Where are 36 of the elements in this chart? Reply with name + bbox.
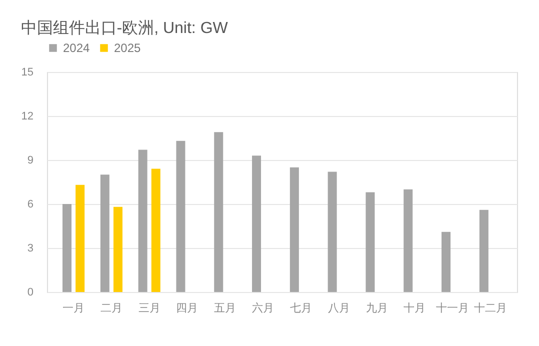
bar (62, 204, 72, 292)
x-tick-label: 三月 (138, 302, 160, 314)
bar (176, 140, 186, 292)
bar (100, 174, 110, 292)
bar (290, 167, 299, 292)
bar (151, 168, 160, 292)
bar (76, 184, 85, 292)
bar (328, 172, 337, 292)
x-tick-label: 八月 (328, 302, 350, 314)
bar (366, 192, 375, 292)
x-tick-label: 十一月 (436, 302, 470, 314)
x-tick-label: 四月 (176, 302, 198, 314)
chart-title: 中国组件出口-欧洲, Unit: GW (20, 19, 229, 37)
x-tick-label: 十月 (404, 302, 426, 314)
bar (442, 232, 451, 292)
legend-label: 2024 (63, 41, 90, 55)
y-tick-label: 9 (27, 154, 34, 166)
x-tick-label: 十二月 (474, 302, 507, 314)
bar (113, 206, 122, 292)
x-tick-label: 九月 (366, 302, 388, 314)
y-tick-label: 3 (27, 242, 34, 254)
y-tick-label: 15 (21, 66, 34, 78)
bar (252, 156, 262, 292)
y-tick-label: 0 (27, 286, 34, 298)
bar (479, 210, 488, 292)
bar (214, 132, 224, 292)
x-tick-label: 六月 (252, 302, 274, 314)
bar (138, 150, 148, 292)
bar (404, 189, 413, 292)
x-tick-label: 二月 (100, 302, 122, 314)
y-tick-label: 6 (27, 198, 34, 210)
x-tick-label: 五月 (214, 302, 236, 314)
legend-label: 2025 (114, 41, 142, 55)
x-tick-label: 七月 (290, 302, 312, 314)
x-tick-label: 一月 (62, 302, 85, 314)
y-tick-label: 12 (21, 110, 34, 122)
